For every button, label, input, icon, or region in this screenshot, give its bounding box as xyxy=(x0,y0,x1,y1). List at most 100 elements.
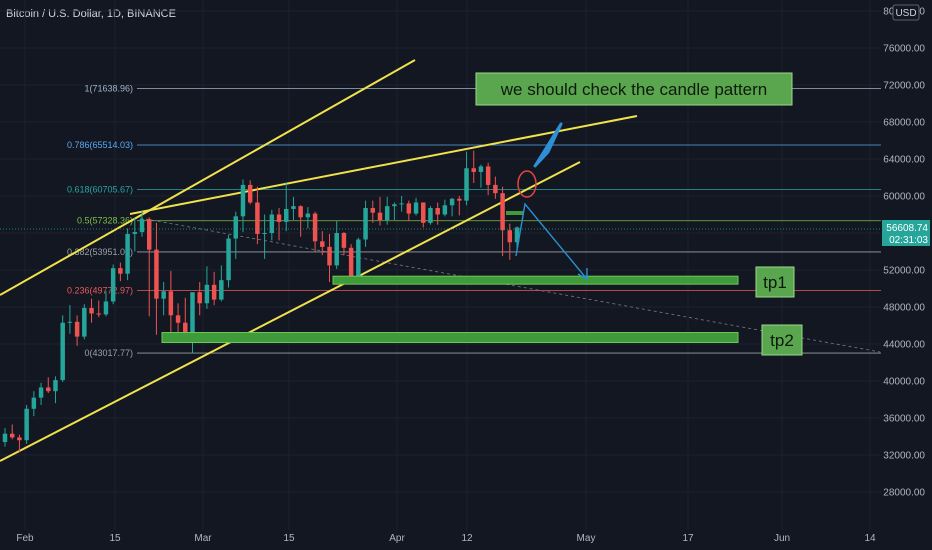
candle xyxy=(38,382,44,406)
y-axis: 80000.0076000.0072000.0068000.0064000.00… xyxy=(883,4,925,499)
y-tick-label: 72000.00 xyxy=(883,81,925,92)
price-tag-value: 56608.74 xyxy=(886,223,928,234)
svg-text:tp1: tp1 xyxy=(763,273,787,292)
y-tick-label: 68000.00 xyxy=(883,118,925,129)
x-tick-label: 15 xyxy=(109,533,121,544)
candle xyxy=(168,270,174,332)
candle xyxy=(435,202,440,225)
x-tick-label: 14 xyxy=(864,533,876,544)
dashed-trendline xyxy=(139,217,881,353)
candle xyxy=(103,291,109,317)
y-tick-label: 28000.00 xyxy=(883,488,925,499)
candle xyxy=(154,222,159,335)
candle xyxy=(471,150,476,184)
candle xyxy=(197,282,202,316)
y-tick-label: 40000.00 xyxy=(883,377,925,388)
candle xyxy=(442,199,448,217)
candle xyxy=(269,209,275,241)
resistance-line xyxy=(129,115,638,215)
projection-arrowhead xyxy=(577,268,588,281)
highlight-circle xyxy=(517,170,537,198)
candle xyxy=(2,428,8,447)
fib-label: 0.618(60705.67) xyxy=(67,184,133,194)
currency-button[interactable]: USD xyxy=(892,4,920,21)
candle xyxy=(132,218,138,252)
candle xyxy=(74,315,80,346)
candle xyxy=(428,206,433,225)
fib-label: 1(71638.96) xyxy=(84,83,133,93)
fib-label: 0(43017.77) xyxy=(84,348,133,358)
y-tick-label: 64000.00 xyxy=(883,155,925,166)
x-tick-label: 17 xyxy=(682,533,694,544)
small-zone xyxy=(506,211,524,215)
tp2-label: tp2 xyxy=(761,324,803,356)
x-tick-label: Apr xyxy=(389,533,405,544)
candle xyxy=(500,186,505,257)
candle xyxy=(348,244,354,278)
fib-retracement: 1(71638.96) 0.786(65514.03) 0.618(60705.67… xyxy=(67,83,881,358)
candle xyxy=(363,200,368,247)
candle xyxy=(204,266,210,309)
tp1-label: tp1 xyxy=(755,266,795,298)
candle xyxy=(233,211,238,259)
candle xyxy=(46,377,51,394)
candle xyxy=(457,196,462,216)
candle xyxy=(89,298,94,323)
price-tag-box xyxy=(882,220,930,246)
candle xyxy=(514,226,520,250)
candle xyxy=(161,282,166,316)
y-tick-label: 60000.00 xyxy=(883,192,925,203)
x-tick-label: Jun xyxy=(774,533,790,544)
svg-text:USD: USD xyxy=(895,8,916,19)
candle xyxy=(392,202,397,221)
y-tick-label: 76000.00 xyxy=(883,44,925,55)
candle xyxy=(298,205,303,237)
candle xyxy=(464,151,469,206)
candle xyxy=(370,200,376,223)
candle xyxy=(255,186,260,245)
candle xyxy=(284,182,289,232)
svg-text:tp2: tp2 xyxy=(770,331,794,350)
fib-label: 0.236(49772.97) xyxy=(67,286,133,296)
candle xyxy=(82,304,87,340)
candle xyxy=(421,202,426,228)
x-axis: Feb 15 Mar 15 Apr 12 May 17 Jun 14 xyxy=(16,533,876,544)
candle xyxy=(341,232,347,256)
candle xyxy=(493,176,498,199)
candle xyxy=(31,391,37,417)
annotation-label: we should check the candle pattern xyxy=(475,72,793,106)
candle xyxy=(240,179,246,233)
candle xyxy=(327,233,332,283)
candle xyxy=(312,211,318,252)
candle xyxy=(377,196,383,226)
price-tag-timer: 02:31:03 xyxy=(889,235,928,246)
y-tick-label: 36000.00 xyxy=(883,414,925,425)
target-zones xyxy=(161,211,739,344)
candle xyxy=(53,376,58,404)
y-tick-label: 44000.00 xyxy=(883,340,925,351)
candle xyxy=(110,264,116,305)
candle xyxy=(125,228,130,281)
fib-label: 0.382(53951.06) xyxy=(67,247,133,257)
x-tick-label: Feb xyxy=(16,533,34,544)
candle xyxy=(334,220,339,270)
candle xyxy=(406,200,412,221)
candle xyxy=(413,197,419,216)
candle xyxy=(247,180,253,205)
candle xyxy=(183,297,188,336)
annotations: tp1 tp2 we should check the candle pattern xyxy=(475,72,803,356)
callout-arrow xyxy=(533,122,563,168)
candle xyxy=(320,231,325,256)
drawings xyxy=(0,59,881,462)
candle xyxy=(478,164,484,188)
x-tick-label: 12 xyxy=(461,533,473,544)
candle xyxy=(384,196,390,225)
x-tick-label: May xyxy=(577,533,596,544)
fib-label: 0.786(65514.03) xyxy=(67,140,133,150)
y-tick-label: 48000.00 xyxy=(883,303,925,314)
candle xyxy=(96,300,101,318)
candle xyxy=(485,162,491,196)
candle xyxy=(67,305,73,334)
